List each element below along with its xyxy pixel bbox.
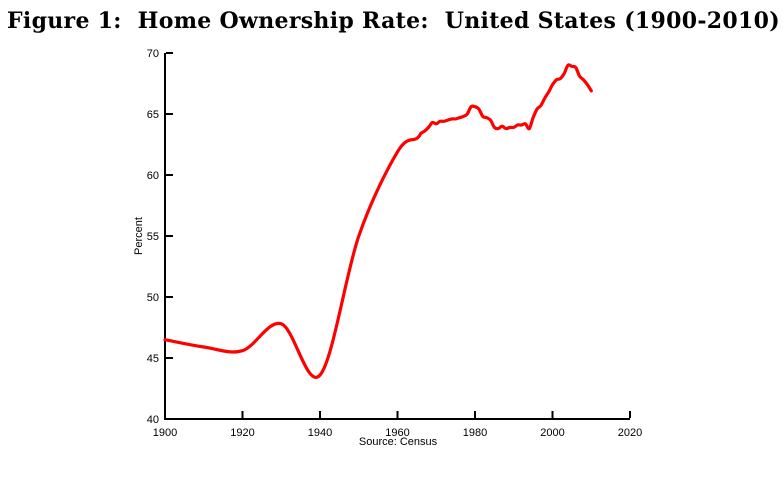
y-tick-label: 65 bbox=[147, 109, 159, 121]
figure-title: Figure 1: Home Ownership Rate: United St… bbox=[7, 8, 780, 34]
x-tick-label: 1900 bbox=[153, 427, 177, 439]
y-tick-label: 70 bbox=[147, 48, 159, 60]
y-tick-label: 55 bbox=[147, 231, 159, 243]
y-tick-label: 45 bbox=[147, 353, 159, 365]
source-caption: Source: Census bbox=[358, 436, 438, 448]
axes bbox=[164, 53, 630, 420]
x-tick-label: 2020 bbox=[618, 427, 642, 439]
y-tick-label: 40 bbox=[147, 414, 159, 426]
y-axis-label: Percent bbox=[133, 217, 145, 255]
x-tick-label: 1980 bbox=[463, 427, 487, 439]
y-tick-label: 50 bbox=[147, 292, 159, 304]
x-tick-label: 2000 bbox=[540, 427, 564, 439]
x-tick-label: 1960 bbox=[385, 427, 409, 439]
x-tick-label: 1940 bbox=[308, 427, 332, 439]
y-tick-label: 60 bbox=[147, 170, 159, 182]
x-tick-label: 1920 bbox=[230, 427, 254, 439]
homeownership-line bbox=[163, 63, 593, 379]
